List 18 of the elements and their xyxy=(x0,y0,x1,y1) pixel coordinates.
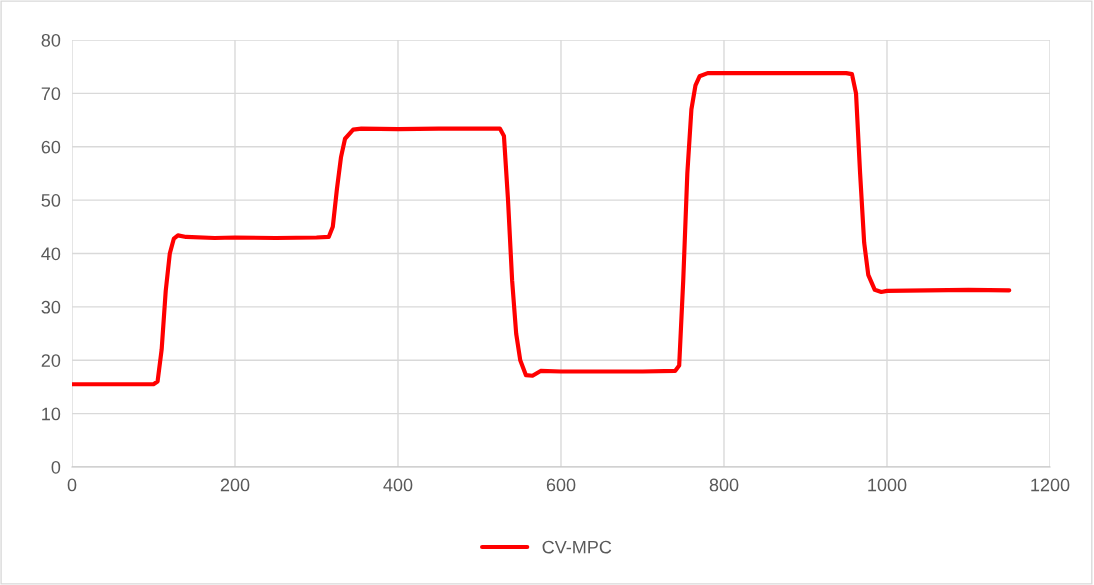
x-tick-label: 200 xyxy=(220,478,250,492)
y-tick-label: 60 xyxy=(41,140,61,154)
y-tick-label: 50 xyxy=(41,194,61,207)
y-tick-label: 80 xyxy=(41,33,61,47)
x-tick-label: 1200 xyxy=(1031,478,1070,492)
x-tick-label: 600 xyxy=(546,478,576,492)
y-tick-label: 30 xyxy=(41,300,61,314)
legend-label: CV-MPC xyxy=(542,540,612,554)
x-tick-label: 400 xyxy=(383,478,413,492)
y-tick-label: 70 xyxy=(41,87,61,101)
x-tick-label: 0 xyxy=(67,478,77,492)
y-tick-label: 0 xyxy=(51,460,61,474)
x-tick-label: 800 xyxy=(709,478,739,492)
y-tick-label: 10 xyxy=(42,407,61,421)
x-tick-label: 1000 xyxy=(868,478,907,492)
y-tick-label: 20 xyxy=(41,354,61,367)
line-series xyxy=(72,71,1012,387)
y-tick-label: 40 xyxy=(41,247,61,261)
